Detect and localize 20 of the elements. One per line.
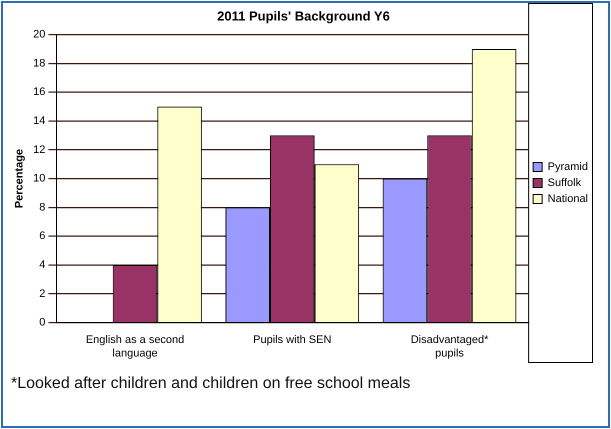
- y-tick-label: 14: [33, 115, 46, 128]
- y-axis-title: Percentage: [14, 148, 26, 208]
- y-tick-label: 0: [39, 316, 46, 329]
- y-tick-label: 2: [39, 288, 46, 300]
- y-tick-label: 18: [33, 57, 46, 70]
- chart-title: 2011 Pupils' Background Y6: [217, 8, 390, 24]
- x-tick-label: English as a second language: [86, 334, 184, 360]
- legend-label: National: [548, 193, 588, 206]
- legend-label: Pyramid: [548, 161, 588, 174]
- text: *Looked after children and children on free school meals: [11, 375, 410, 393]
- y-tick-label: 4: [39, 259, 46, 272]
- y-tick-label: 6: [39, 230, 46, 242]
- y-tick-label: 20: [33, 28, 46, 41]
- legend-label: Suffolk: [548, 177, 582, 190]
- y-tick-label: 16: [33, 86, 46, 98]
- y-tick-label: 10: [33, 172, 46, 185]
- x-tick-label: Pupils with SEN: [253, 334, 332, 346]
- y-tick-label: 8: [39, 201, 46, 214]
- y-tick-label: 12: [33, 144, 46, 156]
- x-tick-label: Disadvantaged* pupils: [410, 334, 490, 360]
